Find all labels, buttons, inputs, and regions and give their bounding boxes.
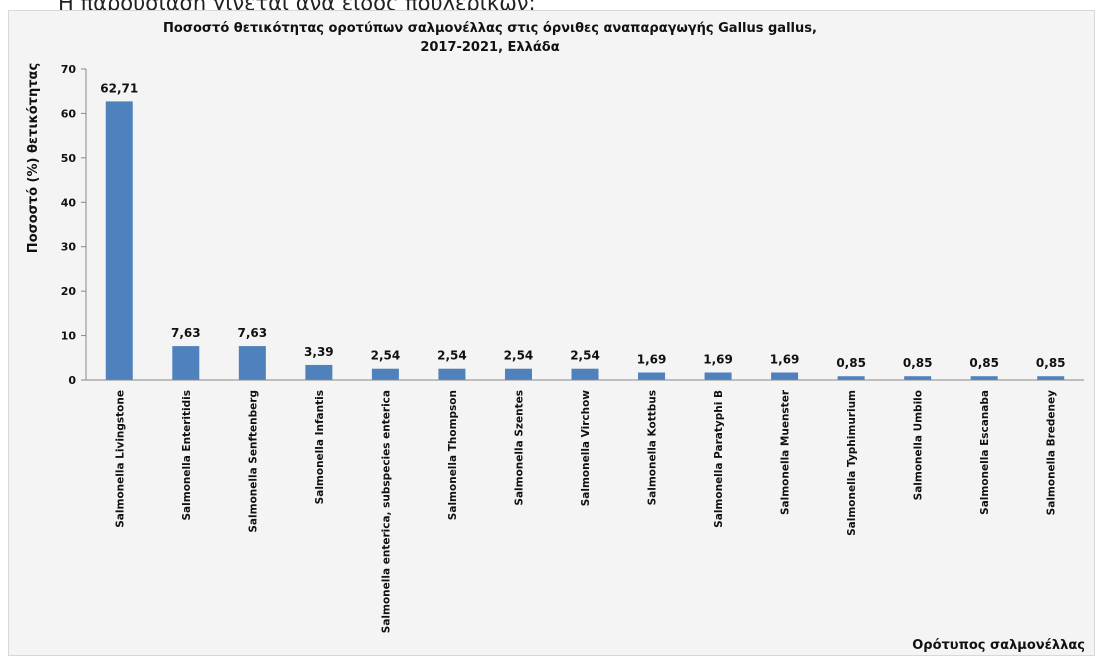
x-category-label: Salmonella Livingstone bbox=[114, 390, 126, 528]
bar-value-label: 7,63 bbox=[171, 326, 201, 340]
bar-value-label: 0,85 bbox=[903, 356, 933, 370]
x-category-label: Salmonella Szentes bbox=[513, 390, 525, 506]
x-category-label: Salmonella Enteritidis bbox=[181, 390, 193, 521]
x-axis-category-labels: Salmonella Livingstone Salmonella Enterit… bbox=[114, 389, 1057, 633]
bar-value-label: 3,39 bbox=[304, 345, 334, 359]
bar-value-label: 0,85 bbox=[836, 356, 866, 370]
y-tick-label: 10 bbox=[61, 330, 77, 343]
y-tick-label: 60 bbox=[61, 107, 77, 120]
x-category-label: Salmonella Typhimurium bbox=[846, 390, 858, 536]
bar bbox=[504, 368, 532, 380]
bar-chart: Ποσοστό θετικότητας οροτύπων σαλμονέλλας… bbox=[26, 21, 1085, 653]
x-category-label: Salmonella Bredeney bbox=[1046, 390, 1058, 515]
y-tick-label: 50 bbox=[61, 152, 77, 165]
bar bbox=[438, 368, 466, 380]
y-axis-ticks: 0 10 20 30 40 50 60 70 bbox=[61, 63, 86, 387]
x-axis-label: Ορότυπος σαλμονέλλας bbox=[912, 638, 1085, 653]
bar-value-label: 62,71 bbox=[100, 81, 138, 95]
bar bbox=[837, 376, 865, 380]
bar bbox=[571, 368, 599, 380]
bar-value-label: 1,69 bbox=[770, 352, 800, 366]
bar bbox=[771, 372, 799, 380]
bar bbox=[1037, 376, 1065, 380]
bar bbox=[371, 368, 399, 380]
bar bbox=[105, 101, 133, 380]
bar-value-label: 2,54 bbox=[371, 349, 401, 363]
bar bbox=[704, 372, 732, 380]
x-category-label: Salmonella Kottbus bbox=[647, 390, 659, 505]
bar bbox=[172, 346, 200, 380]
x-category-label: Salmonella Virchow bbox=[580, 390, 592, 507]
bar-value-label: 1,69 bbox=[703, 352, 733, 366]
bar-value-label: 7,63 bbox=[238, 326, 268, 340]
x-category-label: Salmonella Infantis bbox=[314, 390, 326, 504]
bar bbox=[238, 346, 266, 380]
y-tick-label: 40 bbox=[61, 196, 77, 209]
bar bbox=[904, 376, 932, 380]
y-tick-label: 70 bbox=[61, 63, 77, 76]
bar-value-label: 2,54 bbox=[570, 349, 600, 363]
y-tick-label: 30 bbox=[61, 241, 77, 254]
chart-title-line-1: Ποσοστό θετικότητας οροτύπων σαλμονέλλας… bbox=[163, 21, 817, 36]
bar bbox=[305, 364, 333, 380]
bar-value-label: 2,54 bbox=[437, 349, 467, 363]
chart-frame: Ποσοστό θετικότητας οροτύπων σαλμονέλλας… bbox=[8, 10, 1095, 656]
bars bbox=[105, 101, 1065, 380]
value-labels: 62,71 7,63 7,63 3,39 2,54 2,54 2,54 2,54 1,69 1,6… bbox=[100, 81, 1065, 370]
x-category-label: Salmonella Senftenberg bbox=[247, 390, 259, 533]
bar-value-label: 0,85 bbox=[1036, 356, 1066, 370]
bar bbox=[970, 376, 998, 380]
x-category-label: Salmonella Thompson bbox=[447, 390, 459, 520]
x-category-label: Salmonella Umbilo bbox=[913, 390, 925, 500]
y-tick-label: 0 bbox=[68, 374, 76, 387]
x-category-label: Salmonella Muenster bbox=[780, 389, 792, 515]
x-category-label: Salmonella enterica, subspecies enterica bbox=[380, 390, 392, 633]
x-category-label: Salmonella Escanaba bbox=[979, 390, 991, 515]
bar-value-label: 1,69 bbox=[637, 352, 667, 366]
bar-value-label: 0,85 bbox=[969, 356, 999, 370]
y-tick-label: 20 bbox=[61, 285, 77, 298]
bar bbox=[638, 372, 666, 380]
bar-value-label: 2,54 bbox=[504, 349, 534, 363]
chart-title-line-2: 2017-2021, Ελλάδα bbox=[420, 40, 559, 55]
y-axis-label: Ποσοστό (%) θετικότητας bbox=[26, 63, 41, 253]
x-category-label: Salmonella Paratyphi B bbox=[713, 390, 725, 528]
